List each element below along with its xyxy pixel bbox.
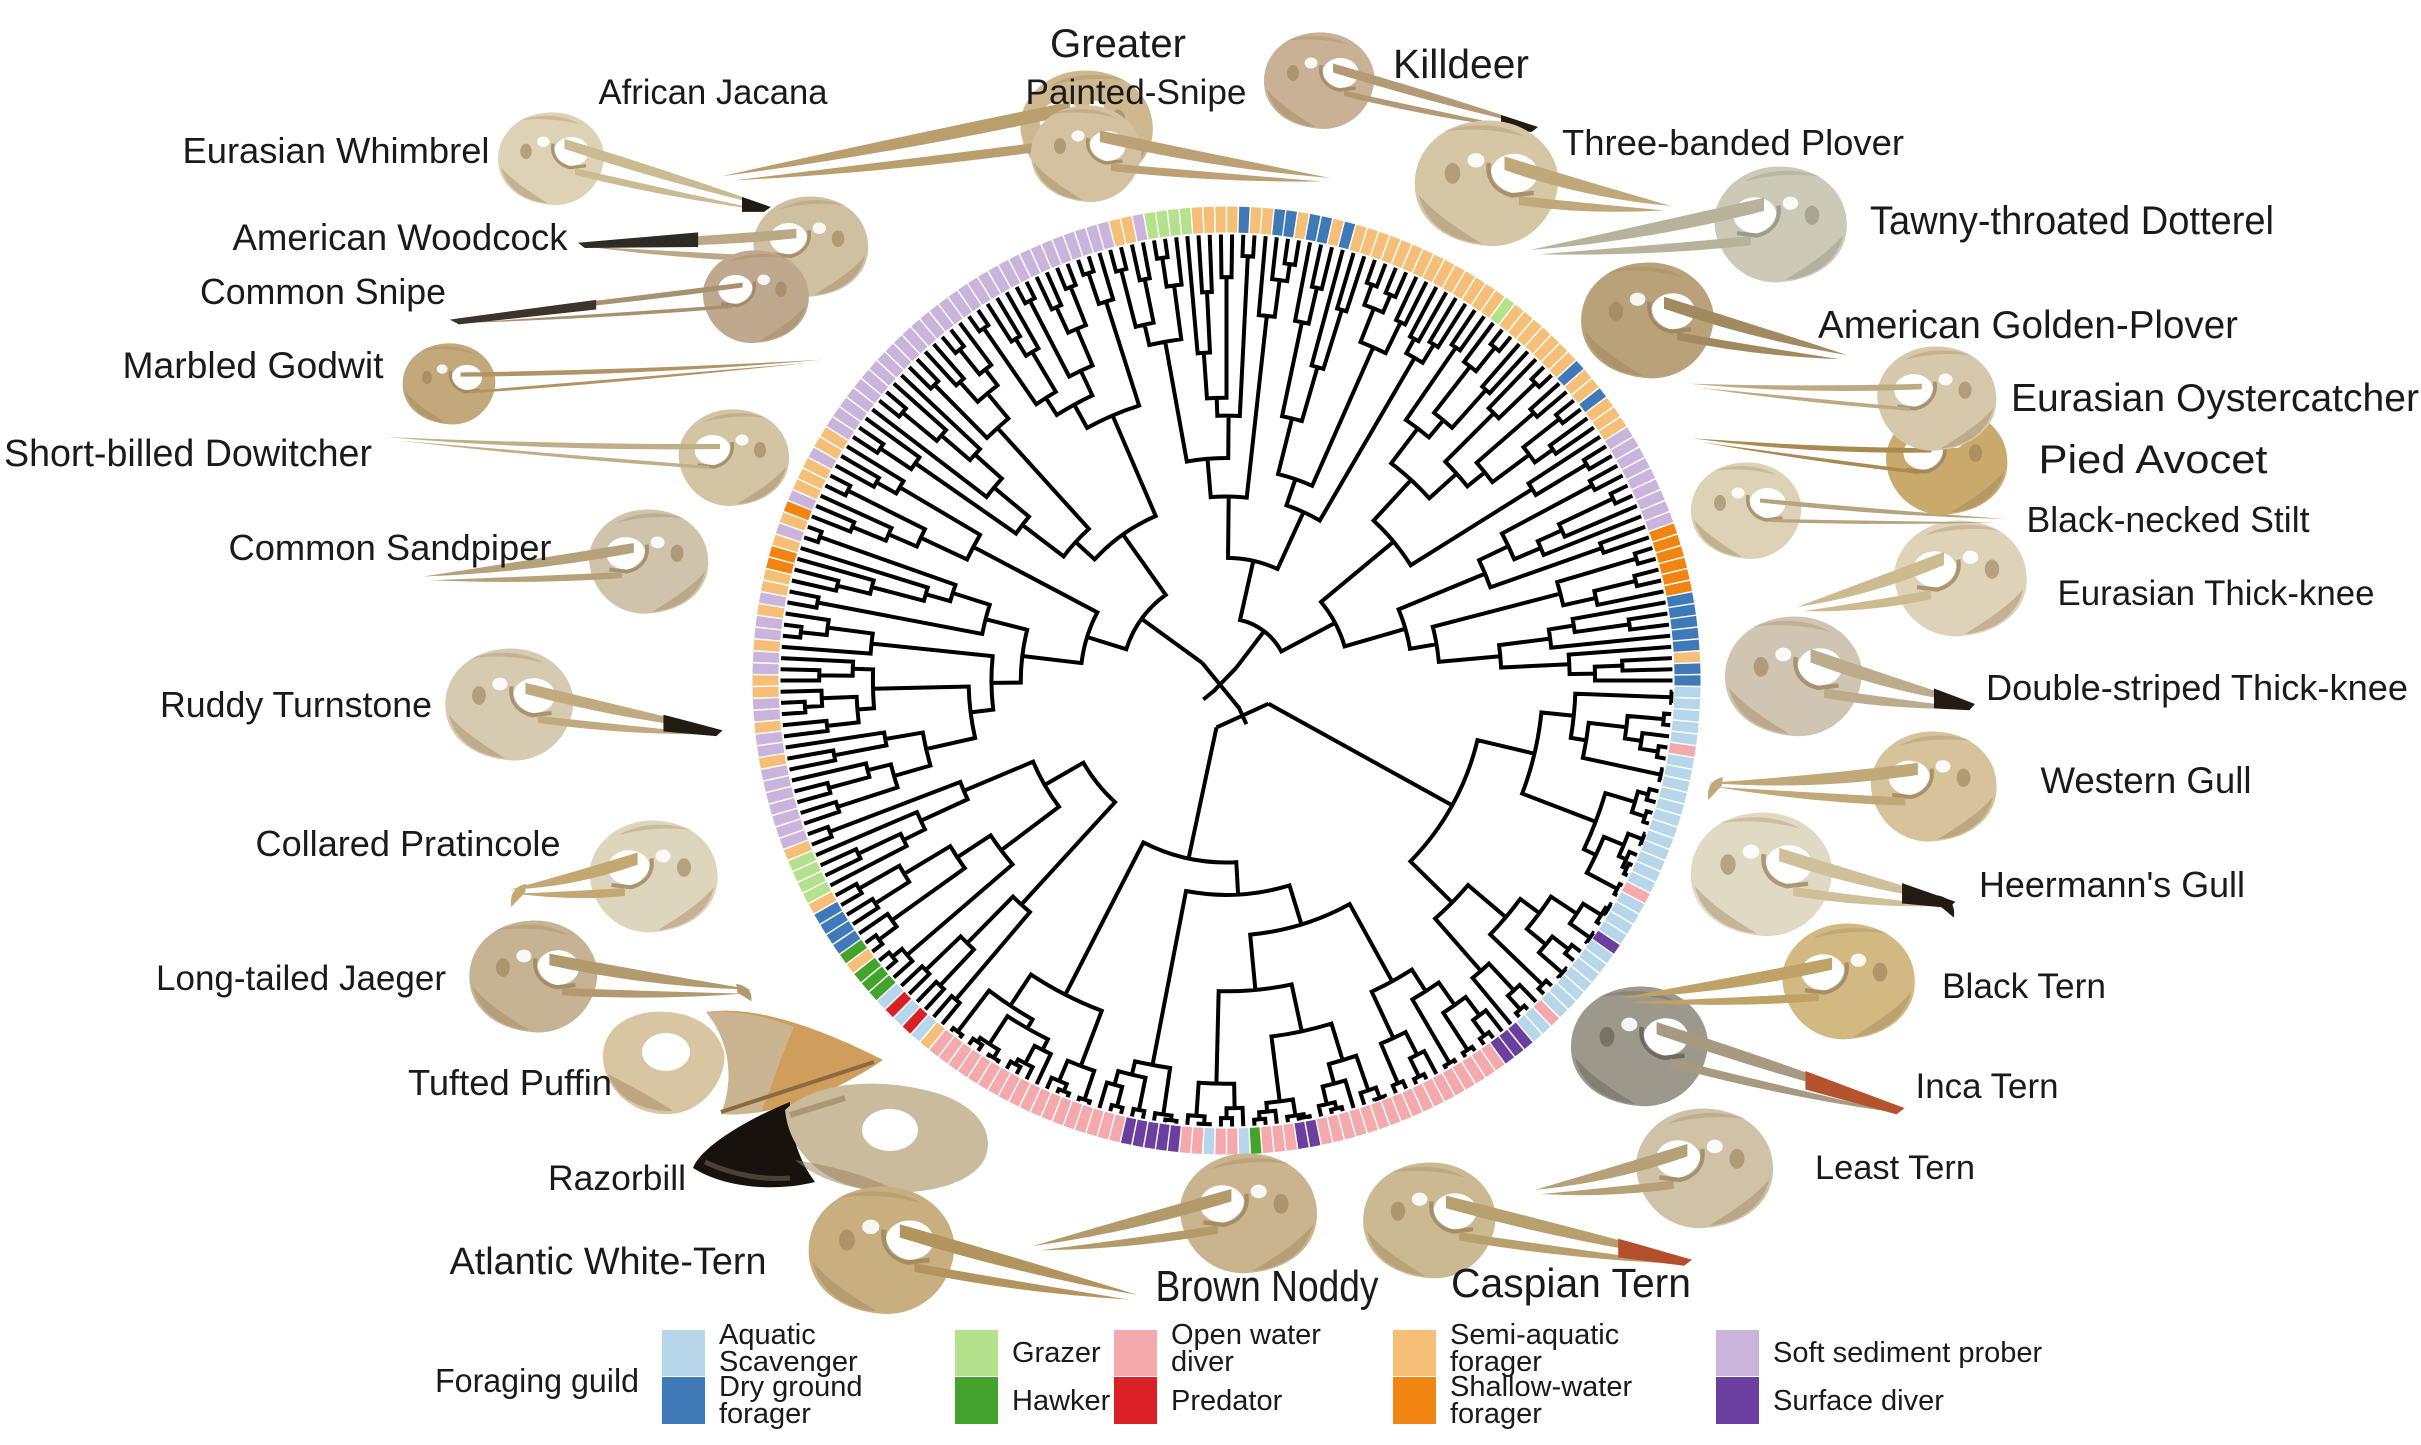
svg-text:Dry ground: Dry ground	[719, 1371, 862, 1403]
svg-text:Western Gull: Western Gull	[2041, 760, 2252, 801]
svg-text:Killdeer: Killdeer	[1393, 41, 1529, 87]
svg-text:Tufted Puffin: Tufted Puffin	[408, 1062, 612, 1103]
svg-text:Aquatic: Aquatic	[719, 1319, 816, 1351]
svg-text:Tawny-throated Dotterel: Tawny-throated Dotterel	[1870, 199, 2274, 243]
svg-text:Common Snipe: Common Snipe	[200, 271, 446, 312]
svg-text:Caspian Tern: Caspian Tern	[1451, 1260, 1691, 1306]
svg-text:Marbled Godwit: Marbled Godwit	[123, 345, 385, 386]
svg-text:Collared Pratincole: Collared Pratincole	[256, 823, 561, 864]
svg-text:African Jacana: African Jacana	[599, 73, 829, 112]
svg-text:Common Sandpiper: Common Sandpiper	[229, 527, 552, 568]
svg-text:Least Tern: Least Tern	[1815, 1149, 1975, 1187]
svg-text:Foraging guild: Foraging guild	[435, 1362, 639, 1399]
svg-text:Grazer: Grazer	[1012, 1337, 1101, 1369]
svg-text:Black-necked Stilt: Black-necked Stilt	[2027, 499, 2310, 540]
svg-text:Eurasian Thick-knee: Eurasian Thick-knee	[2058, 574, 2375, 613]
svg-text:Inca Tern: Inca Tern	[1916, 1067, 2059, 1106]
svg-text:Surface diver: Surface diver	[1773, 1385, 1944, 1417]
svg-text:Short-billed Dowitcher: Short-billed Dowitcher	[4, 433, 372, 475]
svg-text:Hawker: Hawker	[1012, 1385, 1111, 1417]
svg-text:American Woodcock: American Woodcock	[233, 217, 568, 258]
svg-text:Ruddy Turnstone: Ruddy Turnstone	[160, 684, 432, 725]
svg-text:forager: forager	[1450, 1398, 1542, 1430]
svg-text:Scavenger: Scavenger	[719, 1346, 858, 1378]
svg-text:Greater: Greater	[1050, 22, 1186, 66]
svg-text:Three-banded Plover: Three-banded Plover	[1562, 122, 1904, 163]
svg-text:Brown Noddy: Brown Noddy	[1156, 1262, 1379, 1311]
svg-text:Heermann's Gull: Heermann's Gull	[1979, 864, 2245, 905]
svg-text:forager: forager	[719, 1398, 811, 1430]
svg-text:Razorbill: Razorbill	[548, 1159, 686, 1198]
svg-text:Shallow-water: Shallow-water	[1450, 1371, 1632, 1403]
svg-text:Predator: Predator	[1171, 1385, 1283, 1417]
svg-text:Long-tailed Jaeger: Long-tailed Jaeger	[156, 959, 446, 998]
svg-text:Painted-Snipe: Painted-Snipe	[1026, 73, 1247, 112]
svg-text:Eurasian Whimbrel: Eurasian Whimbrel	[183, 130, 490, 171]
svg-text:forager: forager	[1450, 1346, 1542, 1378]
svg-text:diver: diver	[1171, 1346, 1234, 1378]
svg-text:Open water: Open water	[1171, 1319, 1321, 1351]
svg-text:Eurasian Oystercatcher: Eurasian Oystercatcher	[2011, 377, 2419, 420]
svg-text:Double-striped Thick-knee: Double-striped Thick-knee	[1986, 667, 2408, 708]
svg-text:Pied Avocet: Pied Avocet	[2039, 438, 2268, 482]
svg-text:Atlantic White-Tern: Atlantic White-Tern	[450, 1241, 767, 1283]
svg-text:Black Tern: Black Tern	[1942, 967, 2106, 1006]
svg-text:American Golden-Plover: American Golden-Plover	[1818, 304, 2238, 347]
svg-text:Semi-aquatic: Semi-aquatic	[1450, 1319, 1619, 1351]
svg-text:Soft sediment prober: Soft sediment prober	[1773, 1337, 2043, 1369]
